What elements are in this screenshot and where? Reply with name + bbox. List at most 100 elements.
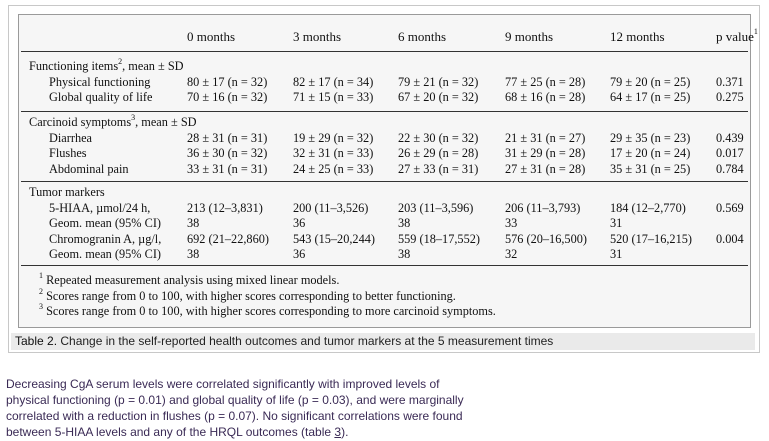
table-cell: 19 ± 29 (n = 32)	[293, 130, 374, 145]
table-cell: 0.017	[716, 146, 744, 160]
row-label: Geom. mean (95% CI)	[49, 216, 162, 230]
table-figure-frame: 0 months 3 months 6 months 9 months 12 month…	[8, 5, 760, 353]
table-cell: 17 ± 20 (n = 24)	[610, 146, 691, 160]
caption-label: Table 2.	[15, 334, 58, 348]
footnote-marker: 1	[39, 271, 43, 280]
paragraph-line: correlated with a reduction in flushes (…	[6, 409, 463, 423]
table-cell: 213 (12–3,831)	[187, 200, 263, 215]
table-cell: 31	[610, 216, 623, 230]
column-header: 6 months	[398, 29, 447, 44]
table-cell: 82 ± 17 (n = 34)	[293, 74, 374, 89]
row-label: 5-HIAA, µmol/24 h,	[49, 200, 151, 215]
column-header: p value1	[716, 27, 758, 45]
table-cell: 33	[505, 216, 518, 230]
table-cell: 27 ± 31 (n = 28)	[505, 161, 586, 176]
table-cell: 200 (11–3,526)	[293, 200, 369, 215]
table-cell: 36	[293, 247, 306, 261]
table-cell: 71 ± 15 (n = 33)	[293, 90, 374, 104]
table-row: Abdominal pain 33 ± 31 (n = 31) 24 ± 25 (n…	[19, 162, 750, 177]
section-title: Functioning items2, mean ± SD	[29, 57, 184, 74]
footnote-text: Scores range from 0 to 100, with higher …	[43, 288, 456, 303]
row-label: Flushes	[49, 146, 87, 160]
table-cell: 21 ± 31 (n = 27)	[505, 130, 586, 145]
table-cell: 559 (18–17,552)	[398, 231, 480, 246]
footnote: 3 Scores range from 0 to 100, with highe…	[39, 302, 496, 320]
row-label: Chromogranin A, µg/l,	[49, 231, 162, 246]
section-title: Carcinoid symptoms3, mean ± SD	[29, 113, 197, 130]
table-cell: 36	[293, 216, 306, 230]
table-rule	[21, 51, 748, 52]
section-title-suffix: , mean ± SD	[122, 59, 184, 73]
table-cell: 576 (20–16,500)	[505, 231, 587, 246]
paragraph-text: between 5-HIAA levels and any of the HRQ…	[6, 425, 335, 439]
table-cell: 0.275	[716, 90, 744, 104]
paragraph-line-last: between 5-HIAA levels and any of the HRQ…	[6, 424, 526, 440]
table-panel: 0 months 3 months 6 months 9 months 12 month…	[18, 14, 758, 328]
column-header: 12 months	[610, 29, 665, 44]
table-cell: 38	[398, 247, 411, 261]
footnote: 2 Scores range from 0 to 100, with highe…	[39, 286, 496, 305]
table-cell: 32 ± 31 (n = 33)	[293, 146, 374, 160]
table-cell: 0.784	[716, 161, 744, 176]
table-cell: 0.004	[716, 231, 744, 246]
table-cell: 35 ± 31 (n = 25)	[610, 161, 691, 176]
section-title-row: Carcinoid symptoms3, mean ± SD	[19, 113, 750, 130]
table-cell: 27 ± 33 (n = 31)	[398, 161, 479, 176]
table-row: Chromogranin A, µg/l, 692 (21–22,860) 543 …	[19, 232, 750, 247]
table-3-link[interactable]: 3	[334, 425, 342, 439]
footnote-text: Repeated measurement analysis using mixe…	[43, 273, 340, 287]
table-cell: 67 ± 20 (n = 32)	[398, 90, 479, 104]
table-cell: 64 ± 17 (n = 25)	[610, 90, 691, 104]
paragraph-line: Decreasing CgA serum levels were correla…	[6, 377, 440, 391]
table-cell: 0.439	[716, 130, 744, 145]
section-title-row: Functioning items2, mean ± SD	[19, 57, 750, 74]
table-row: Diarrhea 28 ± 31 (n = 31) 19 ± 29 (n = 32)…	[19, 131, 750, 146]
paragraph-text: ).	[341, 425, 349, 439]
table-cell: 70 ± 16 (n = 32)	[187, 90, 268, 104]
table-cell: 38	[187, 216, 200, 230]
table-cell: 79 ± 21 (n = 32)	[398, 74, 479, 89]
table-row: Physical functioning 80 ± 17 (n = 32) 82 ±…	[19, 75, 750, 90]
footnote-marker: 1	[753, 27, 758, 36]
footnote-marker: 2	[118, 57, 123, 66]
table-cell: 543 (15–20,244)	[293, 231, 375, 246]
table-row: Geom. mean (95% CI) 38 36 38 32 31	[19, 247, 750, 262]
table-cell: 692 (21–22,860)	[187, 231, 269, 246]
table-cell: 77 ± 25 (n = 28)	[505, 74, 586, 89]
row-label: Global quality of life	[49, 90, 153, 104]
table-cell: 38	[187, 247, 200, 261]
table-cell: 0.569	[716, 200, 744, 215]
table-cell: 31	[610, 247, 623, 261]
table-cell: 184 (12–2,770)	[610, 200, 686, 215]
table-cell: 520 (17–16,215)	[610, 231, 692, 246]
table-caption: Table 2. Change in the self-reported hea…	[11, 333, 755, 350]
paragraph-line: physical functioning (p = 0.01) and glob…	[6, 393, 464, 407]
footnote-marker: 3	[131, 113, 136, 122]
column-header: 0 months	[187, 29, 236, 44]
table-row: Geom. mean (95% CI) 38 36 38 33 31	[19, 216, 750, 231]
row-label: Abdominal pain	[49, 161, 129, 176]
body-paragraph: Decreasing CgA serum levels were correla…	[6, 376, 526, 440]
table-cell: 33 ± 31 (n = 31)	[187, 161, 268, 176]
table-cell: 26 ± 29 (n = 28)	[398, 146, 479, 160]
table-cell: 80 ± 17 (n = 32)	[187, 74, 268, 89]
section-title-row: Tumor markers	[19, 185, 750, 200]
table-rule	[21, 111, 748, 112]
row-label: Geom. mean (95% CI)	[49, 247, 162, 261]
table-cell: 32	[505, 247, 518, 261]
table-cell: 203 (11–3,596)	[398, 200, 474, 215]
column-header: 9 months	[505, 29, 554, 44]
table-footnotes: 1 Repeated measurement analysis using mi…	[39, 271, 496, 320]
footnote-marker: 3	[39, 302, 43, 311]
table-cell: 0.371	[716, 74, 744, 89]
table-row: Global quality of life 70 ± 16 (n = 32) 71…	[19, 90, 750, 105]
table-row: Flushes 36 ± 30 (n = 32) 32 ± 31 (n = 33) 2…	[19, 146, 750, 161]
table-rule	[21, 265, 748, 266]
row-label: Physical functioning	[49, 74, 151, 89]
column-header: 3 months	[293, 29, 342, 44]
section-title-suffix: , mean ± SD	[135, 115, 197, 129]
footnote-marker: 2	[39, 286, 43, 296]
section-title: Tumor markers	[29, 185, 105, 199]
table-cell: 206 (11–3,793)	[505, 200, 581, 215]
table-cell: 28 ± 31 (n = 31)	[187, 130, 268, 145]
